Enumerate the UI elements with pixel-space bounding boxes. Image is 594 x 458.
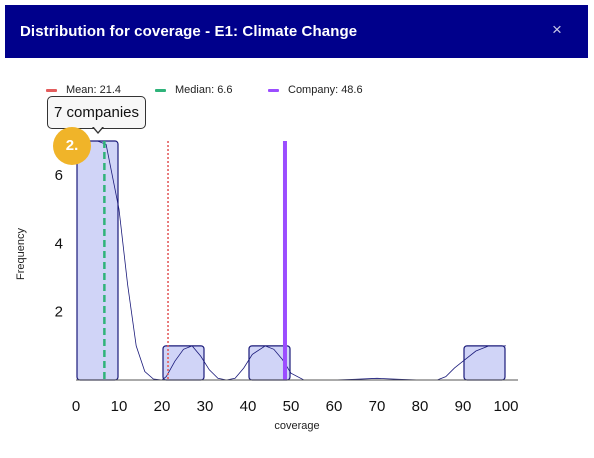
legend-company-label: Company: 48.6 (288, 84, 363, 96)
histogram-bar[interactable] (162, 345, 205, 381)
x-tick-label: 80 (412, 398, 429, 415)
legend-item-company: Company: 48.6 (268, 84, 363, 96)
y-axis-label: Frequency (15, 228, 27, 280)
median-swatch (155, 88, 166, 92)
x-ticks: 0 10 20 30 40 50 60 70 80 90 100 (72, 398, 519, 415)
x-tick-label: 0 (72, 398, 80, 415)
bars-layer (76, 140, 506, 381)
modal-header: Distribution for coverage - E1: Climate … (5, 5, 588, 58)
x-tick-label: 10 (111, 398, 128, 415)
histogram-bar[interactable] (76, 140, 119, 381)
y-tick-label: 2 (55, 304, 63, 321)
x-tick-label: 40 (240, 398, 257, 415)
legend-item-median: Median: 6.6 (155, 84, 232, 96)
x-tick-label: 70 (369, 398, 386, 415)
histogram-bar[interactable] (463, 345, 506, 381)
chart-legend: Mean: 21.4 Median: 6.6 Company: 48.6 (0, 84, 594, 100)
legend-item-mean: Mean: 21.4 (46, 84, 121, 96)
x-tick-label: 100 (493, 398, 518, 415)
y-tick-label: 4 (55, 235, 63, 252)
mean-swatch (46, 88, 57, 92)
x-axis-label: coverage (274, 420, 319, 432)
density-curve (76, 140, 506, 381)
y-tick-label: 6 (55, 167, 63, 184)
x-tick-label: 90 (455, 398, 472, 415)
x-tick-label: 60 (326, 398, 343, 415)
bin-tooltip: 7 companies (47, 96, 146, 129)
x-tick-label: 30 (197, 398, 214, 415)
modal-title: Distribution for coverage - E1: Climate … (20, 23, 358, 40)
close-icon[interactable]: × (552, 20, 562, 39)
x-tick-label: 50 (283, 398, 300, 415)
density-layer (76, 140, 506, 381)
reference-lines-layer (103, 141, 287, 380)
x-tick-label: 20 (154, 398, 171, 415)
y-ticks: 2 4 6 (55, 167, 63, 321)
step-badge: 2. (53, 127, 91, 165)
tooltip-pointer-fill (93, 126, 103, 132)
legend-mean-label: Mean: 21.4 (66, 84, 122, 96)
company-swatch (268, 88, 279, 92)
legend-median-label: Median: 6.6 (175, 84, 233, 96)
tooltip-text: 7 companies (53, 104, 140, 121)
